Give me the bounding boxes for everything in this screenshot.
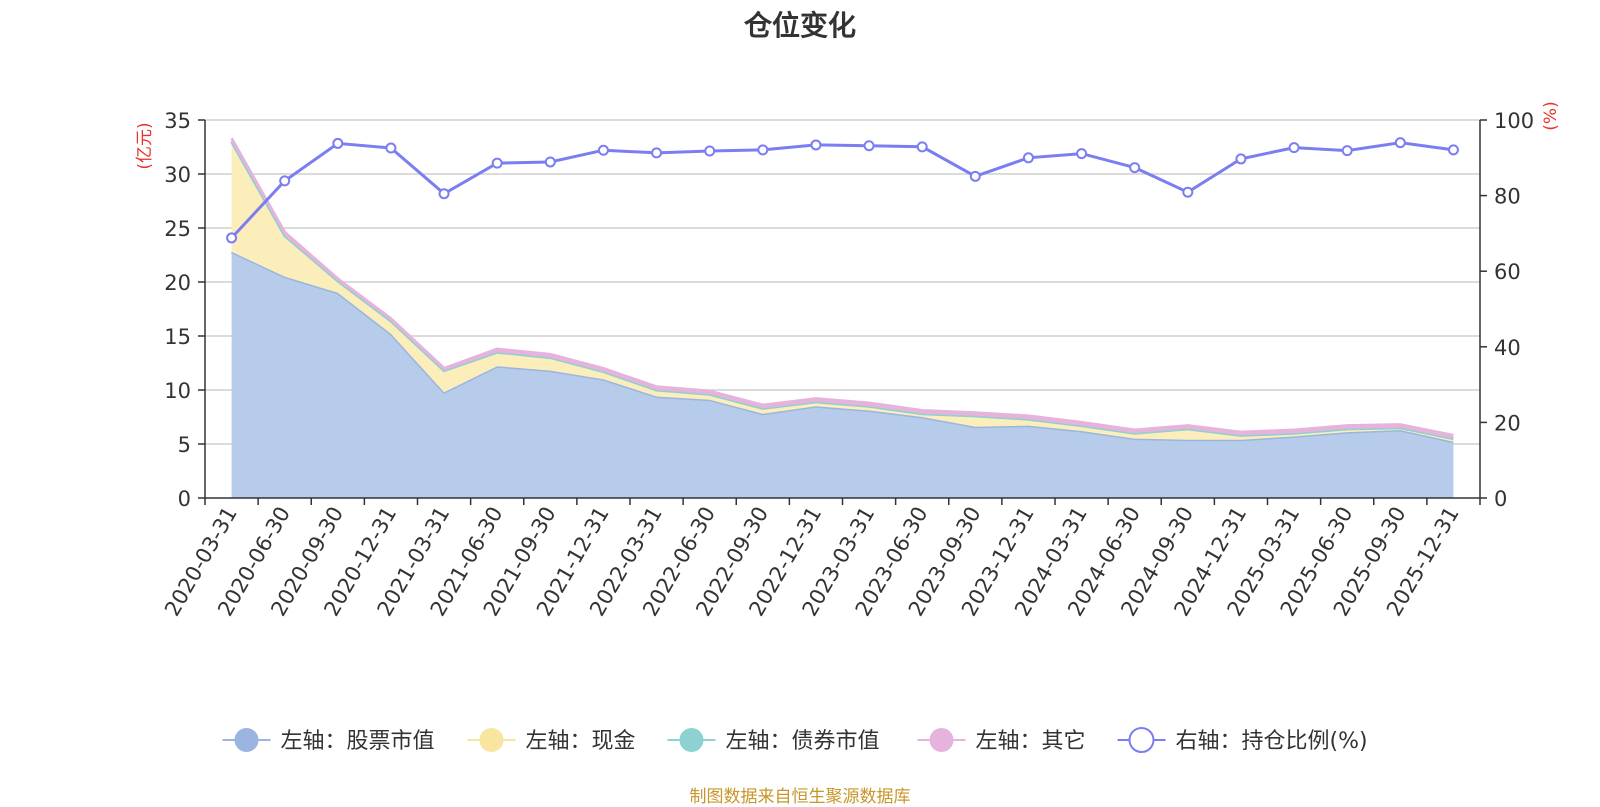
left-unit-label: (亿元) [135, 122, 155, 169]
ratio-point [863, 140, 875, 152]
ratio-point [810, 139, 822, 151]
ratio-point [757, 144, 769, 156]
right-tick-label: 40 [1494, 336, 1521, 360]
ratio-point [597, 144, 609, 156]
ratio-point [704, 145, 716, 157]
ratio-point [1076, 148, 1088, 160]
left-tick-label: 35 [164, 109, 191, 133]
ratio-point [969, 170, 981, 182]
legend-item: 左轴：债券市值 [667, 728, 880, 754]
area-edge-左轴：其它 [230, 137, 1454, 437]
legend-marker [479, 728, 504, 752]
legend-label: 左轴：债券市值 [726, 729, 880, 754]
right-tick-label: 60 [1494, 260, 1521, 284]
right-unit-label: (%) [1541, 101, 1561, 130]
ratio-point [491, 157, 503, 169]
ratio-point [544, 156, 556, 168]
left-tick-label: 5 [178, 433, 191, 457]
legend-item: 左轴：现金 [467, 728, 636, 754]
legend: 左轴：股票市值 左轴：现金 左轴：债券市值 左轴：其它 右轴：持仓比例(%) [222, 727, 1368, 754]
left-tick-label: 20 [164, 271, 191, 295]
ratio-point [1341, 145, 1353, 157]
right-tick-label: 100 [1494, 109, 1534, 133]
ratio-point [1182, 186, 1194, 198]
legend-label: 左轴：其它 [976, 729, 1086, 754]
legend-marker [234, 728, 259, 752]
left-tick-label: 0 [178, 487, 191, 511]
area-series [230, 137, 1454, 498]
left-tick-label: 30 [164, 163, 191, 187]
legend-label: 左轴：股票市值 [281, 729, 435, 754]
ratio-line-series [226, 137, 1459, 244]
chart-area: 05101520253035020406080100(亿元)(%)2020-03… [135, 101, 1561, 754]
ratio-point [1129, 162, 1141, 174]
right-tick-label: 0 [1494, 487, 1507, 511]
left-tick-label: 10 [164, 379, 191, 403]
ratio-point [1235, 153, 1247, 165]
ratio-point [279, 175, 291, 187]
legend-marker [1128, 727, 1155, 753]
area-左轴：现金 [231, 141, 1454, 442]
right-tick-label: 80 [1494, 185, 1521, 209]
left-tick-label: 15 [164, 325, 191, 349]
ratio-point [1022, 152, 1034, 164]
legend-item: 右轴：持仓比例(%) [1117, 727, 1368, 754]
legend-label: 左轴：现金 [526, 729, 636, 754]
ratio-point [651, 147, 663, 159]
ratio-point [438, 188, 450, 200]
ratio-point [385, 142, 397, 154]
legend-marker [929, 728, 954, 752]
ratio-point [226, 232, 238, 244]
ratio-point [1447, 144, 1459, 156]
source-note: 制图数据来自恒生聚源数据库 [689, 787, 911, 807]
area-左轴：股票市值 [231, 251, 1454, 498]
ratio-point [1288, 142, 1300, 154]
chart-title: 仓位变化 [743, 9, 856, 42]
left-tick-label: 25 [164, 217, 191, 241]
right-tick-label: 20 [1494, 411, 1521, 435]
legend-label: 右轴：持仓比例(%) [1176, 729, 1368, 754]
ratio-point [916, 141, 928, 153]
legend-item: 左轴：其它 [917, 728, 1086, 754]
ratio-line [230, 141, 1454, 239]
legend-item: 左轴：股票市值 [222, 728, 435, 754]
legend-marker [679, 728, 704, 752]
ratio-point [1394, 137, 1406, 149]
ratio-point [332, 137, 344, 149]
